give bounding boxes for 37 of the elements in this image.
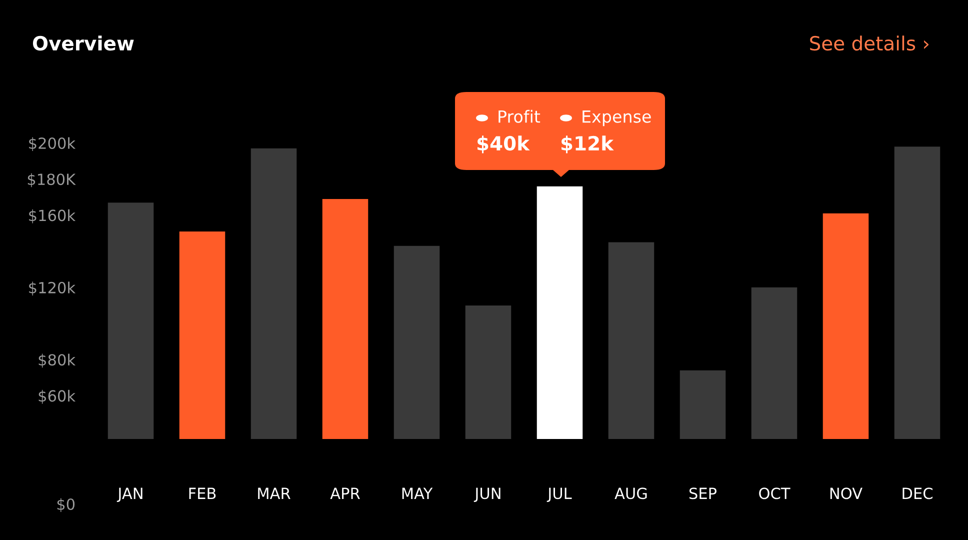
- y-tick-label: $60k: [38, 390, 76, 404]
- text: Expense: [582, 110, 651, 126]
- x-tick-label: MAR: [258, 488, 290, 499]
- bar: [822, 213, 869, 440]
- bar: [250, 148, 297, 440]
- chart-title: Overview: [32, 36, 134, 51]
- bar: [751, 287, 798, 440]
- bar: [108, 202, 154, 440]
- annotation: $40k: [478, 136, 530, 154]
- x-tick-label: AUG: [614, 488, 647, 500]
- bar: [536, 186, 583, 440]
- y-tick-label: $180K: [28, 173, 76, 188]
- x-tick-label: OCT: [759, 488, 790, 500]
- text: Profit: [498, 110, 540, 123]
- x-tick-label: APR: [330, 488, 360, 499]
- bar: [179, 231, 226, 440]
- annotation: $12k: [562, 136, 614, 154]
- x-tick-label: SEP: [689, 488, 717, 500]
- text: See details ›: [810, 36, 929, 51]
- bar: [322, 198, 368, 440]
- x-tick-label: MAY: [402, 488, 433, 499]
- x-tick-label: JUL: [546, 488, 572, 502]
- bar: [608, 242, 654, 440]
- bar: [894, 146, 940, 440]
- y-tick-label: $200k: [29, 137, 76, 152]
- x-tick-label: DEC: [902, 488, 932, 500]
- bar: [465, 305, 512, 440]
- y-tick-label: $0: [57, 498, 75, 512]
- bar: [394, 246, 440, 440]
- x-tick-label: JUN: [474, 488, 500, 502]
- bar: [680, 370, 726, 440]
- x-tick-label: JAN: [116, 488, 142, 502]
- y-tick-label: $80k: [38, 354, 76, 368]
- x-tick-label: FEB: [189, 488, 216, 499]
- y-tick-label: $120k: [29, 282, 76, 296]
- y-tick-label: $160k: [29, 209, 76, 224]
- x-tick-label: NOV: [830, 488, 862, 500]
